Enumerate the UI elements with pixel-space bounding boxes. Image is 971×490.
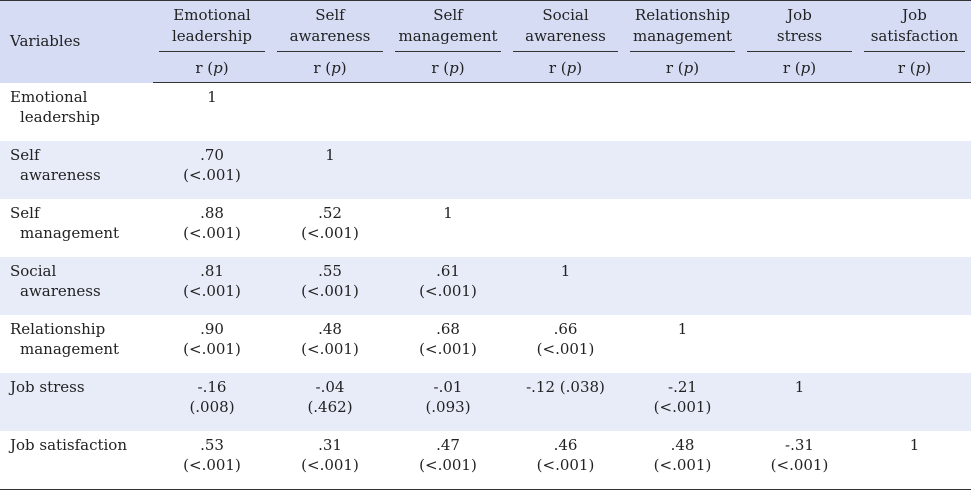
row-variable-label: Job stress bbox=[0, 373, 153, 431]
correlation-cell bbox=[741, 315, 858, 373]
correlation-cell: .70 (<.001) bbox=[153, 141, 271, 199]
col-header-social-awareness: Social awareness bbox=[507, 0, 624, 55]
row-variable-label: Emotional leadership bbox=[10, 87, 101, 126]
col-header-self-awareness: Self awareness bbox=[271, 0, 389, 55]
correlation-cell bbox=[858, 83, 971, 142]
stat-subheader: r (p) bbox=[389, 55, 507, 83]
col-header-job-satisfaction: Job satisfaction bbox=[858, 0, 971, 55]
table-row: Job satisfaction .53 (<.001) .31 (<.001) .47(… bbox=[0, 431, 971, 490]
correlation-cell: .68 (<.001) bbox=[419, 320, 477, 358]
table-row: Social awareness .81 (<.001) .55 (<.001) .61 (<… bbox=[0, 257, 971, 315]
stat-subheader: r (p) bbox=[624, 55, 741, 83]
stat-subheader: r (p) bbox=[858, 55, 971, 83]
correlation-cell bbox=[507, 83, 624, 142]
table-row: Self awareness .70 (<.001) 1 bbox=[0, 141, 971, 199]
correlation-cell bbox=[858, 373, 971, 431]
correlation-cell: -.04 (.462) bbox=[271, 373, 389, 431]
correlation-cell bbox=[858, 141, 971, 199]
correlation-cell: .61 (<.001) bbox=[389, 257, 507, 315]
stat-subheader: r (p) bbox=[271, 55, 389, 83]
correlation-cell bbox=[858, 199, 971, 257]
correlation-cell: .47 (<.001) bbox=[389, 431, 507, 490]
col-header-relationship-management: Relationship management bbox=[624, 0, 741, 55]
correlation-cell: 1 bbox=[271, 141, 389, 199]
correlation-cell: -.12 (.038) bbox=[507, 373, 624, 431]
correlation-cell: -.31 (<.001) bbox=[741, 431, 858, 490]
correlation-cell: 1 bbox=[677, 320, 688, 338]
correlation-cell: -.01 (.093) bbox=[389, 373, 507, 431]
correlation-cell: .53 (<.001) bbox=[153, 431, 271, 490]
row-variable-label: Relationship management bbox=[10, 320, 120, 358]
table-header: Variables Emotional leadership Self awaren… bbox=[0, 0, 971, 83]
stat-subheader: r (p) bbox=[741, 55, 858, 83]
correlation-cell: .48 (<.001) bbox=[624, 431, 741, 490]
correlation-cell: 1 bbox=[741, 373, 858, 431]
correlation-cell bbox=[624, 83, 741, 142]
correlation-cell bbox=[858, 315, 971, 373]
correlation-cell bbox=[741, 199, 858, 257]
col-header-self-management: Self management bbox=[389, 0, 507, 55]
table-row: Self management .88 (<.001) .52 (<.001) 1 bbox=[0, 199, 971, 257]
col-header-emotional-leadership: Emotional leadership bbox=[153, 0, 271, 55]
row-variable-label: Social awareness bbox=[0, 257, 153, 315]
correlation-cell bbox=[507, 199, 624, 257]
correlation-cell bbox=[389, 83, 507, 142]
variables-header: Variables bbox=[0, 0, 153, 83]
row-variable-label: Job satisfaction bbox=[0, 431, 153, 490]
row-variable-label: Self awareness bbox=[0, 141, 153, 199]
correlation-cell bbox=[507, 141, 624, 199]
table-row: Job stress -.16 (.008) -.04 (.462) -.01 (.093)… bbox=[0, 373, 971, 431]
correlation-cell: .52 (<.001) bbox=[301, 204, 359, 242]
correlation-cell bbox=[624, 199, 741, 257]
stat-subheader: r (p) bbox=[153, 55, 271, 83]
correlation-cell: -.21 (<.001) bbox=[624, 373, 741, 431]
correlation-cell bbox=[741, 257, 858, 315]
stat-subheader: r (p) bbox=[507, 55, 624, 83]
correlation-cell: 1 bbox=[507, 257, 624, 315]
correlation-cell: .81 (<.001) bbox=[153, 257, 271, 315]
correlation-cell: .90 (<.001) bbox=[183, 320, 241, 358]
correlation-cell: .55 (<.001) bbox=[271, 257, 389, 315]
row-variable-label: Self management bbox=[10, 204, 120, 242]
correlation-cell bbox=[624, 257, 741, 315]
correlation-cell bbox=[741, 83, 858, 142]
correlation-cell: .48 (<.001) bbox=[301, 320, 359, 358]
correlation-cell: .46 (<.001) bbox=[507, 431, 624, 490]
correlation-cell: 1 bbox=[207, 88, 217, 106]
correlation-cell bbox=[858, 257, 971, 315]
correlation-cell: 1 bbox=[443, 204, 453, 222]
correlation-cell bbox=[271, 83, 389, 142]
correlation-cell bbox=[389, 141, 507, 199]
correlation-cell: -.16 (.008) bbox=[153, 373, 271, 431]
col-header-job-stress: Job stress bbox=[741, 0, 858, 55]
correlation-cell: .66 (<.001) bbox=[536, 320, 595, 358]
table-row: Emotional leadership 1 bbox=[0, 83, 971, 142]
correlation-cell: 1 bbox=[858, 431, 971, 490]
correlation-cell bbox=[741, 141, 858, 199]
correlation-cell bbox=[624, 141, 741, 199]
correlation-cell: .31 (<.001) bbox=[271, 431, 389, 490]
table-body: Emotional leadership 1 Self awareness .70 (<.0… bbox=[0, 83, 971, 490]
correlation-cell: .88 (<.001) bbox=[183, 204, 241, 242]
table-row: Relationship management .90 (<.001) .48 (<.00… bbox=[0, 315, 971, 373]
